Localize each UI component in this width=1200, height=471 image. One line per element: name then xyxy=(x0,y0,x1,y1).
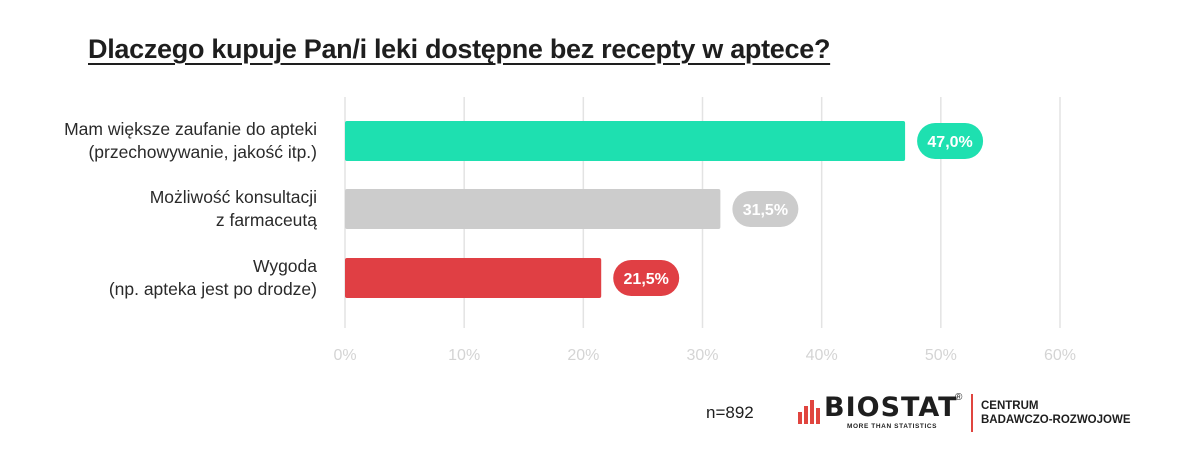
category-label-line: Możliwość konsultacji xyxy=(149,187,317,207)
category-label: Możliwość konsultacji z farmaceutą xyxy=(0,186,317,232)
logo-tagline: MORE THAN STATISTICS xyxy=(847,423,938,430)
bar xyxy=(345,258,602,298)
value-label: 21,5% xyxy=(624,271,669,288)
category-label: Wygoda (np. apteka jest po drodze) xyxy=(0,255,317,301)
value-label-pill xyxy=(732,191,799,227)
sample-size: n=892 xyxy=(706,403,754,422)
value-label: 47,0% xyxy=(927,134,972,151)
logo-registered-mark: ® xyxy=(955,392,963,403)
x-tick-label: 0% xyxy=(333,347,356,364)
logo-name: BIOSTAT xyxy=(824,392,958,423)
logo-divider xyxy=(971,394,973,432)
logo-sub-line2: BADAWCZO-ROZWOJOWE xyxy=(981,414,1131,426)
bar xyxy=(345,121,906,161)
x-tick-label: 10% xyxy=(448,347,480,364)
category-label-line: Mam większe zaufanie do apteki xyxy=(64,119,317,139)
value-label: 31,5% xyxy=(743,202,788,219)
x-tick-label: 50% xyxy=(925,347,957,364)
chart-title: Dlaczego kupuje Pan/i leki dostępne bez … xyxy=(88,34,831,64)
x-tick-label: 60% xyxy=(1044,347,1076,364)
x-tick-label: 40% xyxy=(806,347,838,364)
category-label-line: (przechowywanie, jakość itp.) xyxy=(88,142,317,162)
bar xyxy=(345,189,721,229)
value-label-pill xyxy=(613,260,680,296)
category-label: Mam większe zaufanie do apteki (przechowy… xyxy=(0,118,317,164)
category-label-line: Wygoda xyxy=(252,256,317,276)
category-label-line: (np. apteka jest po drodze) xyxy=(108,279,317,299)
category-label-line: z farmaceutą xyxy=(215,210,317,230)
biostat-logo: BIOSTAT ® MORE THAN STATISTICS CENTRUM B… xyxy=(797,392,1137,438)
x-tick-label: 20% xyxy=(567,347,599,364)
value-label-pill xyxy=(917,123,984,159)
logo-sub-line1: CENTRUM xyxy=(981,400,1039,412)
logo-bars-icon xyxy=(798,400,820,424)
x-tick-label: 30% xyxy=(686,347,718,364)
